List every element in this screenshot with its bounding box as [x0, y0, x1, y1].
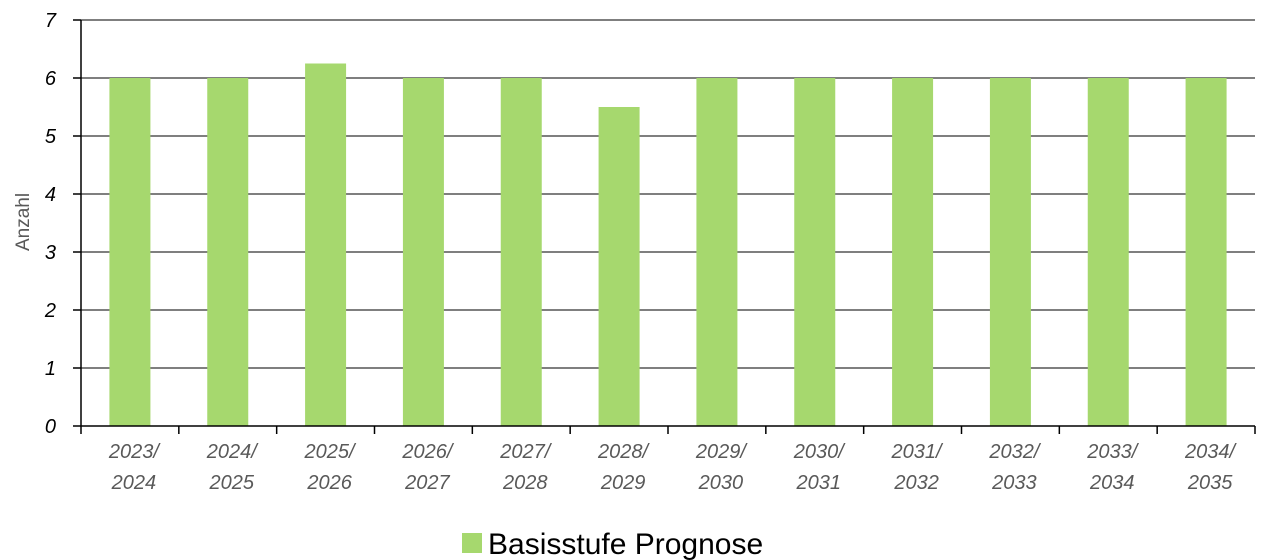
bar: [892, 78, 934, 426]
y-tick-labels: 0 1 2 3 4 5 6 7: [44, 10, 57, 438]
x-tick-label: 2034/: [1184, 441, 1237, 463]
bar: [109, 78, 151, 426]
bar: [989, 78, 1031, 426]
x-tick-label: 2030/: [793, 441, 846, 463]
y-tick-label: 0: [45, 416, 56, 438]
legend: Basisstufe Prognose: [462, 528, 763, 560]
x-tick-label: 2028: [502, 472, 548, 494]
y-tick-label: 6: [45, 68, 57, 90]
x-tick-label: 2035: [1187, 472, 1233, 494]
gridlines: [73, 19, 1255, 427]
x-tick-label: 2031/: [891, 441, 944, 463]
x-tick-label: 2026: [306, 472, 352, 494]
axes: [80, 20, 1256, 434]
x-tick-label: 2027/: [499, 441, 552, 463]
x-tick-label: 2024: [111, 472, 157, 494]
y-tick-label: 4: [45, 184, 56, 206]
x-tick-label: 2024/: [206, 441, 259, 463]
x-tick-label: 2026/: [401, 441, 454, 463]
bar: [1185, 78, 1227, 426]
x-tick-label: 2033/: [1086, 441, 1139, 463]
legend-swatch: [462, 533, 482, 553]
x-tick-label: 2028/: [597, 441, 650, 463]
bar: [305, 63, 347, 426]
x-tick-label: 2029/: [695, 441, 748, 463]
x-tick-label: 2032: [893, 472, 939, 494]
bar: [794, 78, 836, 426]
legend-label: Basisstufe Prognose: [488, 528, 763, 560]
bar: [207, 78, 249, 426]
x-tick-label: 2031: [796, 472, 842, 494]
y-tick-label: 2: [44, 300, 56, 322]
x-tick-label: 2025/: [304, 441, 357, 463]
bar: [1087, 78, 1129, 426]
y-tick-label: 7: [45, 10, 57, 32]
x-tick-label: 2027: [404, 472, 450, 494]
x-tick-label: 2029: [600, 472, 646, 494]
bar: [500, 78, 542, 426]
x-tick-label: 2034: [1089, 472, 1135, 494]
x-tick-label: 2032/: [988, 441, 1041, 463]
y-tick-label: 5: [45, 126, 57, 148]
x-tick-label: 2030: [698, 472, 744, 494]
y-axis-label: Anzahl: [13, 193, 34, 251]
x-tick-label: 2025: [209, 472, 255, 494]
bar: [598, 107, 640, 426]
x-tick-labels: 2023/2024 2024/2025 2025/2026 2026/2027 2027…: [108, 441, 1238, 494]
bars: [109, 63, 1227, 426]
y-tick-label: 1: [45, 358, 56, 380]
y-tick-label: 3: [45, 242, 56, 264]
x-tick-label: 2033: [991, 472, 1037, 494]
x-tick-label: 2023/: [108, 441, 161, 463]
bar: [696, 78, 738, 426]
bar: [402, 78, 444, 426]
